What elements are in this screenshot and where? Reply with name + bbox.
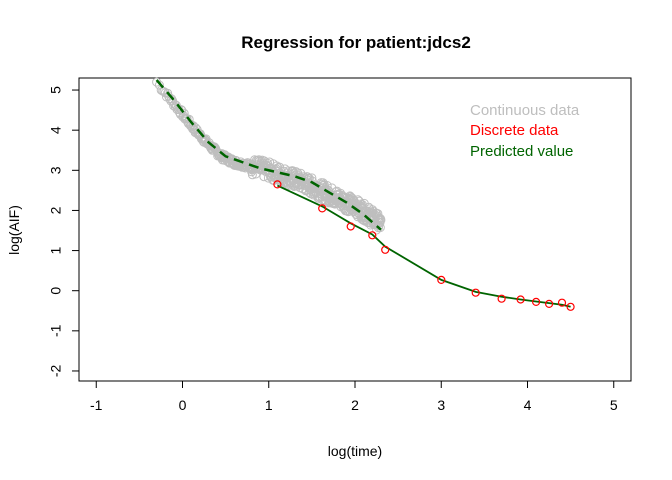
continuous-point <box>179 108 189 118</box>
chart-title: Regression for patient:jdcs2 <box>241 33 471 52</box>
discrete-point <box>557 298 567 307</box>
discrete-point <box>544 299 554 308</box>
discrete-point <box>471 288 480 297</box>
legend-discrete: Discrete data <box>470 122 559 139</box>
x-tick-label: 1 <box>265 397 273 413</box>
continuous-point <box>167 94 177 104</box>
predicted-dashed-series <box>155 79 382 231</box>
discrete-point <box>346 222 355 231</box>
y-axis-label: log(AIF) <box>6 205 22 255</box>
x-axis: -1 0 1 2 3 4 5 <box>90 380 618 413</box>
discrete-point <box>368 231 377 240</box>
y-tick-label: 3 <box>48 166 64 174</box>
discrete-data-series <box>273 180 575 311</box>
y-tick-label: 1 <box>48 246 64 254</box>
y-tick-label: 5 <box>48 86 64 94</box>
continuous-point <box>375 213 385 223</box>
x-tick-label: -1 <box>90 397 103 413</box>
discrete-point <box>273 180 282 189</box>
discrete-point <box>497 294 506 303</box>
discrete-point <box>318 204 327 213</box>
discrete-point <box>381 245 390 254</box>
continuous-point <box>177 105 187 115</box>
discrete-point <box>566 302 575 311</box>
continuous-data-series <box>152 77 386 235</box>
x-tick-label: 4 <box>524 397 532 413</box>
y-tick-label: -2 <box>48 365 64 378</box>
x-tick-label: 0 <box>179 397 187 413</box>
y-axis: -2 -1 0 1 2 3 4 5 <box>48 86 80 378</box>
x-tick-label: 5 <box>610 397 618 413</box>
x-axis-label: log(time) <box>328 443 382 459</box>
legend-predicted: Predicted value <box>470 143 573 160</box>
x-tick-label: 2 <box>351 397 359 413</box>
legend: Continuous data Discrete data Predicted … <box>470 102 580 160</box>
legend-continuous: Continuous data <box>470 102 580 119</box>
discrete-point <box>516 295 525 304</box>
y-tick-label: 0 <box>48 287 64 295</box>
y-tick-label: 4 <box>48 126 64 134</box>
discrete-point <box>531 297 541 306</box>
discrete-point <box>437 275 446 284</box>
x-tick-label: 3 <box>437 397 445 413</box>
y-tick-label: -1 <box>48 324 64 337</box>
continuous-point <box>152 77 162 87</box>
continuous-point <box>376 215 386 225</box>
y-tick-label: 2 <box>48 206 64 214</box>
continuous-point <box>322 181 332 190</box>
predicted-dashed-line <box>155 79 382 231</box>
